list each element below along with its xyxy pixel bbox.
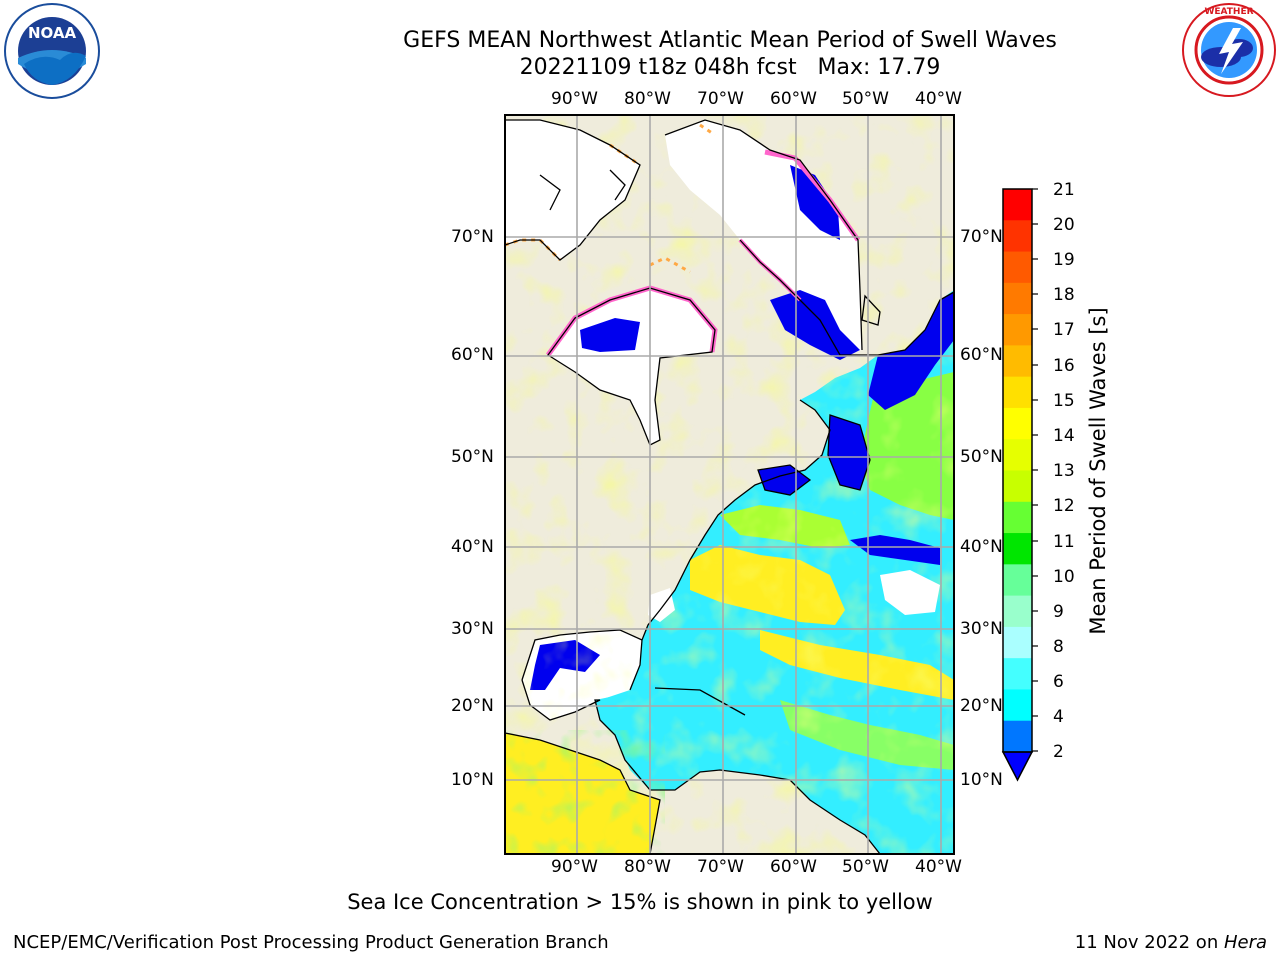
- colorbar-tick-label: 2: [1053, 742, 1064, 762]
- title-line-2: 20221109 t18z 048h fcst Max: 17.79: [519, 55, 941, 80]
- colorbar-tick-label: 6: [1053, 672, 1064, 692]
- colorbar-extend-arrow: [1001, 751, 1034, 782]
- colorbar-segment: [1003, 407, 1032, 440]
- colorbar-segment: [1003, 189, 1032, 221]
- colorbar-tick-label: 16: [1053, 356, 1075, 376]
- chart-title: GEFS MEAN Northwest Atlantic Mean Period…: [330, 27, 1130, 81]
- lat-label-left-40n: 40°N: [451, 537, 494, 557]
- colorbar-segment: [1003, 220, 1032, 253]
- lon-label-bottom-50w: 50°W: [842, 857, 889, 877]
- baffin-bay-low-period: [790, 165, 840, 240]
- lat-label-left-70n: 70°N: [451, 227, 494, 247]
- colorbar-segment: [1003, 282, 1032, 315]
- lon-label-top-40w: 40°W: [915, 89, 962, 109]
- lat-label-right-70n: 70°N: [960, 227, 1003, 247]
- arctic-channels: [505, 120, 640, 260]
- noaa-logo: NOAA: [4, 3, 100, 99]
- colorbar-tick-label: 13: [1053, 461, 1075, 481]
- hudson-bay-low-period: [580, 318, 640, 352]
- lon-label-bottom-80w: 80°W: [624, 857, 671, 877]
- graticule: [505, 115, 954, 854]
- colorbar-segment: [1003, 626, 1032, 659]
- lon-label-bottom-40w: 40°W: [915, 857, 962, 877]
- atlantic-white-patch: [880, 570, 940, 615]
- colorbar-tick-label: 14: [1053, 426, 1075, 446]
- lat-label-right-40n: 40°N: [960, 537, 1003, 557]
- sea-ice-caption: Sea Ice Concentration > 15% is shown in …: [347, 890, 933, 914]
- lat-label-left-50n: 50°N: [451, 447, 494, 467]
- footer-host: Hera: [1223, 932, 1267, 953]
- lon-label-top-80w: 80°W: [624, 89, 671, 109]
- lon-label-top-90w: 90°W: [551, 89, 598, 109]
- lon-label-top-50w: 50°W: [842, 89, 889, 109]
- newfoundland-low-period: [828, 415, 870, 490]
- footer-org: NCEP/EMC/Verification Post Processing Pr…: [13, 932, 609, 953]
- colorbar-tick-label: 15: [1053, 391, 1075, 411]
- colorbar-segment: [1003, 470, 1032, 503]
- lat-label-right-10n: 10°N: [960, 770, 1003, 790]
- title-line-1: GEFS MEAN Northwest Atlantic Mean Period…: [403, 28, 1057, 53]
- colorbar-title: Mean Period of Swell Waves [s]: [1086, 307, 1110, 635]
- lon-label-top-60w: 60°W: [770, 89, 817, 109]
- labrador-sea-low-period: [868, 292, 954, 410]
- lat-label-right-30n: 30°N: [960, 619, 1003, 639]
- lat-label-right-60n: 60°N: [960, 345, 1003, 365]
- colorbar-segment: [1003, 251, 1032, 284]
- lat-label-left-30n: 30°N: [451, 619, 494, 639]
- atlantic-white-patch-2: [648, 588, 675, 622]
- colorbar-segment: [1003, 314, 1032, 346]
- colorbar-segment: [1003, 658, 1032, 690]
- colorbar-segment: [1003, 439, 1032, 471]
- colorbar-tick-label: 19: [1053, 250, 1075, 270]
- colorbar-segment: [1003, 501, 1032, 534]
- colorbar-tick-label: 12: [1053, 496, 1075, 516]
- davis-strait-low-period: [770, 290, 860, 360]
- colorbar-tick-label: 11: [1053, 532, 1075, 552]
- colorbar-tick-label: 10: [1053, 567, 1075, 587]
- svg-text:WEATHER: WEATHER: [1204, 7, 1253, 17]
- lat-label-right-20n: 20°N: [960, 696, 1003, 716]
- colorbar-tick-label: 17: [1053, 320, 1075, 340]
- colorbar-segment: [1003, 564, 1032, 597]
- map-frame: [504, 114, 955, 855]
- colorbar-segment: [1003, 376, 1032, 409]
- lon-label-bottom-60w: 60°W: [770, 857, 817, 877]
- colorbar-tick-label: 4: [1053, 707, 1064, 727]
- colorbar-segment: [1003, 595, 1032, 628]
- lat-label-right-50n: 50°N: [960, 447, 1003, 467]
- colorbar-tick-label: 18: [1053, 285, 1075, 305]
- colorbar-tick-label: 20: [1053, 215, 1075, 235]
- pacific-texture: [505, 730, 665, 854]
- colorbar-segment: [1003, 689, 1032, 722]
- colorbar-segment: [1003, 720, 1032, 753]
- lat-label-left-20n: 20°N: [451, 696, 494, 716]
- lon-label-bottom-90w: 90°W: [551, 857, 598, 877]
- colorbar-tick-label: 8: [1053, 637, 1064, 657]
- colorbar-tick-label: 9: [1053, 602, 1064, 622]
- coastlines: [505, 119, 954, 854]
- lat-label-left-60n: 60°N: [451, 345, 494, 365]
- atlantic-low-period-patch: [850, 535, 940, 565]
- footer-date: 11 Nov 2022 on Hera: [1075, 932, 1267, 953]
- lon-label-top-70w: 70°W: [697, 89, 744, 109]
- map-area: [505, 115, 954, 854]
- noaa-logo-text: NOAA: [28, 24, 77, 42]
- colorbar-tick-label: 21: [1053, 180, 1075, 200]
- footer-date-text: 11 Nov 2022 on: [1074, 932, 1224, 953]
- colorbar: [1001, 188, 1038, 782]
- nws-logo: WEATHER: [1182, 3, 1276, 97]
- colorbar-segment: [1003, 345, 1032, 378]
- lon-label-bottom-70w: 70°W: [697, 857, 744, 877]
- lat-label-left-10n: 10°N: [451, 770, 494, 790]
- colorbar-segment: [1003, 533, 1032, 565]
